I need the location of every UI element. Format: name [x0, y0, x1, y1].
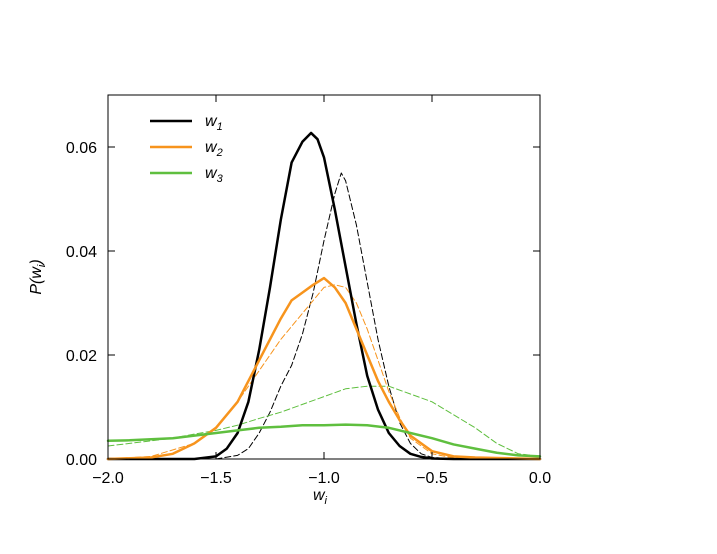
x-tick-label: −2.0	[92, 470, 124, 487]
tick-layer: −2.0 −1.5 −1.0 −0.5 0.0 0.00 0.02 0.04 0.06	[66, 95, 551, 487]
series-line-1	[106, 276, 542, 461]
y-tick-label: 0.00	[66, 452, 97, 469]
y-tick-label: 0.04	[66, 244, 97, 261]
x-tick-label: −1.5	[200, 470, 232, 487]
y-tick-label: 0.06	[66, 140, 97, 157]
dashed-series-line-3	[107, 172, 541, 460]
x-tick-label: −1.0	[308, 470, 340, 487]
y-axis-label: P(wi)	[28, 259, 48, 294]
legend-label: w2	[205, 139, 223, 159]
series-line-2	[106, 423, 542, 458]
x-tick-label: 0.0	[529, 470, 551, 487]
dashed-series-line-4	[107, 284, 541, 460]
y-tick-label: 0.02	[66, 348, 97, 365]
legend-label: w3	[205, 165, 224, 185]
series-layer	[106, 131, 542, 461]
x-axis-label: wi	[313, 487, 328, 507]
dashed-series-line-5	[107, 385, 541, 457]
series-line-0	[106, 131, 542, 461]
x-tick-label: −0.5	[416, 470, 448, 487]
legend: w1 w2 w3	[150, 113, 224, 185]
legend-label: w1	[205, 113, 223, 133]
